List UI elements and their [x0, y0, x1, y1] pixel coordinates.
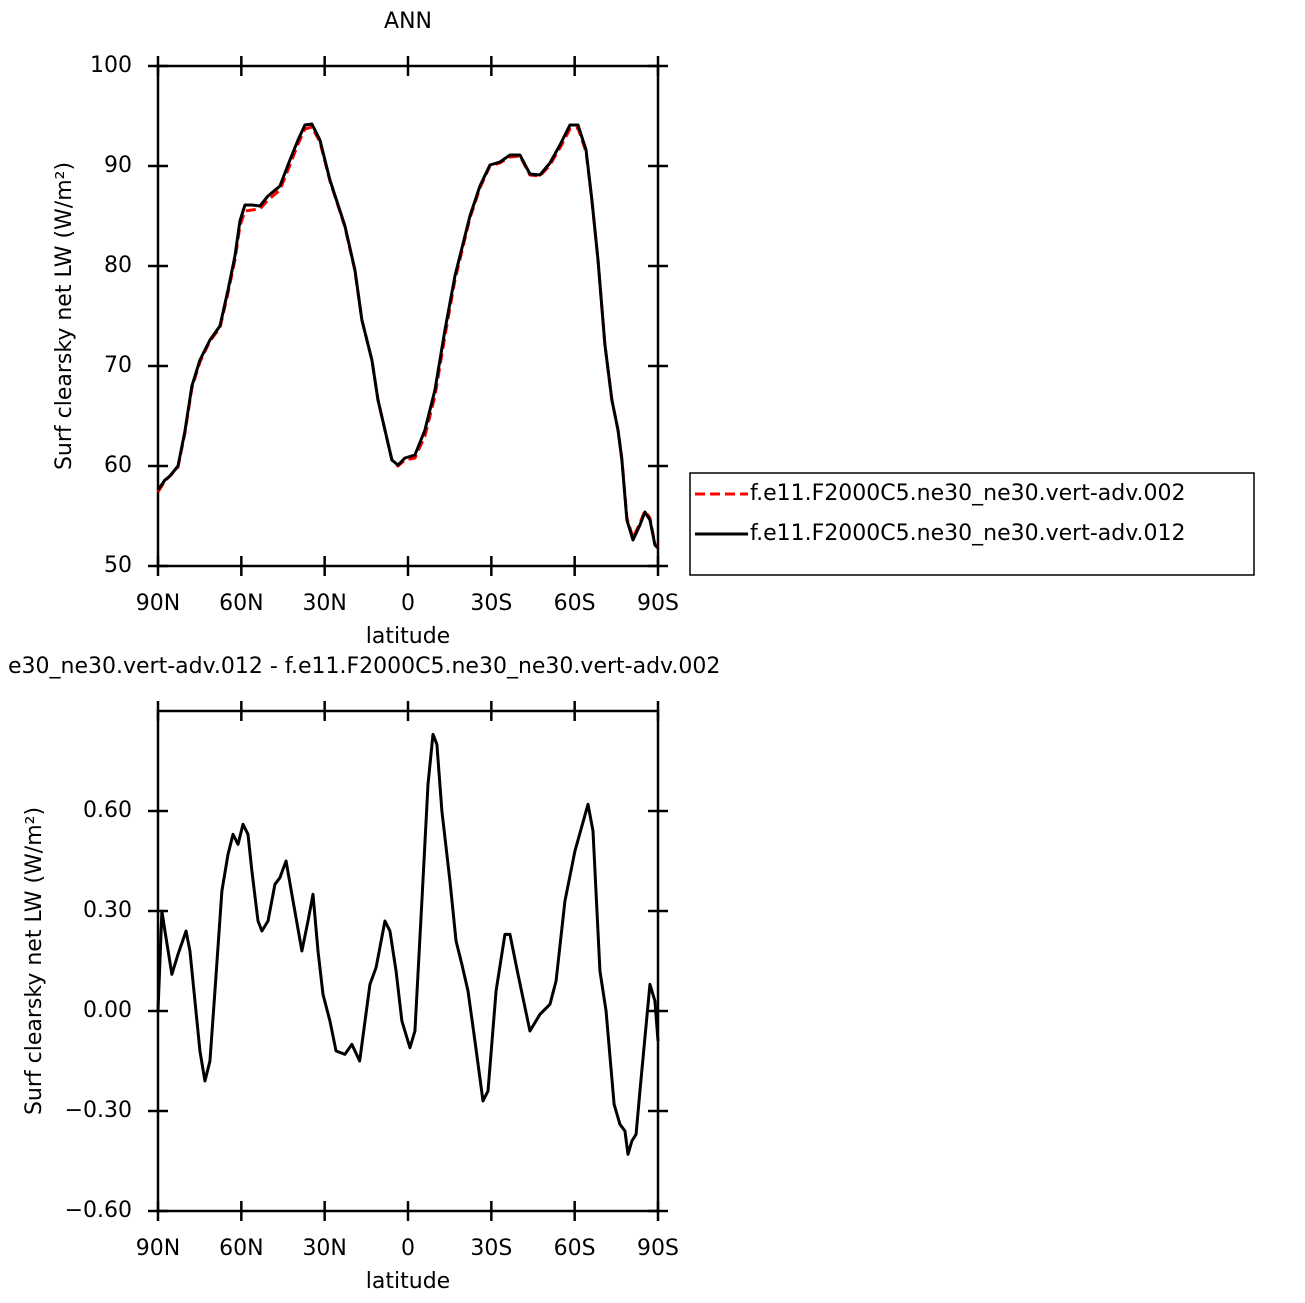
legend-box — [689, 472, 1255, 576]
y-tick-label: 60 — [104, 453, 132, 478]
y-tick-label: −0.60 — [65, 1198, 132, 1223]
x-tick-label: 30S — [470, 591, 512, 616]
chart-title: e30_ne30.vert-adv.012 - f.e11.F2000C5.ne… — [8, 654, 720, 679]
y-tick-label: 90 — [104, 153, 132, 178]
x-tick-label: 30N — [302, 591, 346, 616]
y-tick-label: 50 — [104, 553, 132, 578]
x-tick-label: 90S — [637, 1236, 679, 1261]
y-tick-label: −0.30 — [65, 1098, 132, 1123]
legend-label: f.e11.F2000C5.ne30_ne30.vert-adv.012 — [750, 521, 1186, 546]
x-tick-label: 60N — [219, 1236, 263, 1261]
x-axis-label: latitude — [366, 624, 450, 649]
x-tick-label: 60N — [219, 591, 263, 616]
x-axis-label: latitude — [366, 1269, 450, 1294]
line-series — [156, 122, 660, 550]
x-tick-label: 0 — [401, 1236, 415, 1261]
line-series — [156, 125, 660, 549]
x-tick-label: 30N — [302, 1236, 346, 1261]
y-tick-label: 70 — [104, 353, 132, 378]
legend-label: f.e11.F2000C5.ne30_ne30.vert-adv.002 — [750, 481, 1186, 506]
y-axis-label: Surf clearsky net LW (W/m²) — [52, 162, 77, 470]
y-tick-label: 0.60 — [83, 798, 132, 823]
y-tick-label: 100 — [90, 53, 132, 78]
x-tick-label: 60S — [554, 1236, 596, 1261]
line-series — [156, 732, 660, 1156]
x-tick-label: 90N — [136, 591, 180, 616]
chart-title: ANN — [384, 9, 432, 34]
x-tick-label: 90S — [637, 591, 679, 616]
y-axis-label: Surf clearsky net LW (W/m²) — [22, 807, 47, 1115]
y-tick-label: 0.00 — [83, 998, 132, 1023]
x-tick-label: 60S — [554, 591, 596, 616]
plot-frame — [156, 709, 660, 1213]
x-tick-label: 0 — [401, 591, 415, 616]
y-tick-label: 80 — [104, 253, 132, 278]
x-tick-label: 90N — [136, 1236, 180, 1261]
y-tick-label: 0.30 — [83, 898, 132, 923]
x-tick-label: 30S — [470, 1236, 512, 1261]
